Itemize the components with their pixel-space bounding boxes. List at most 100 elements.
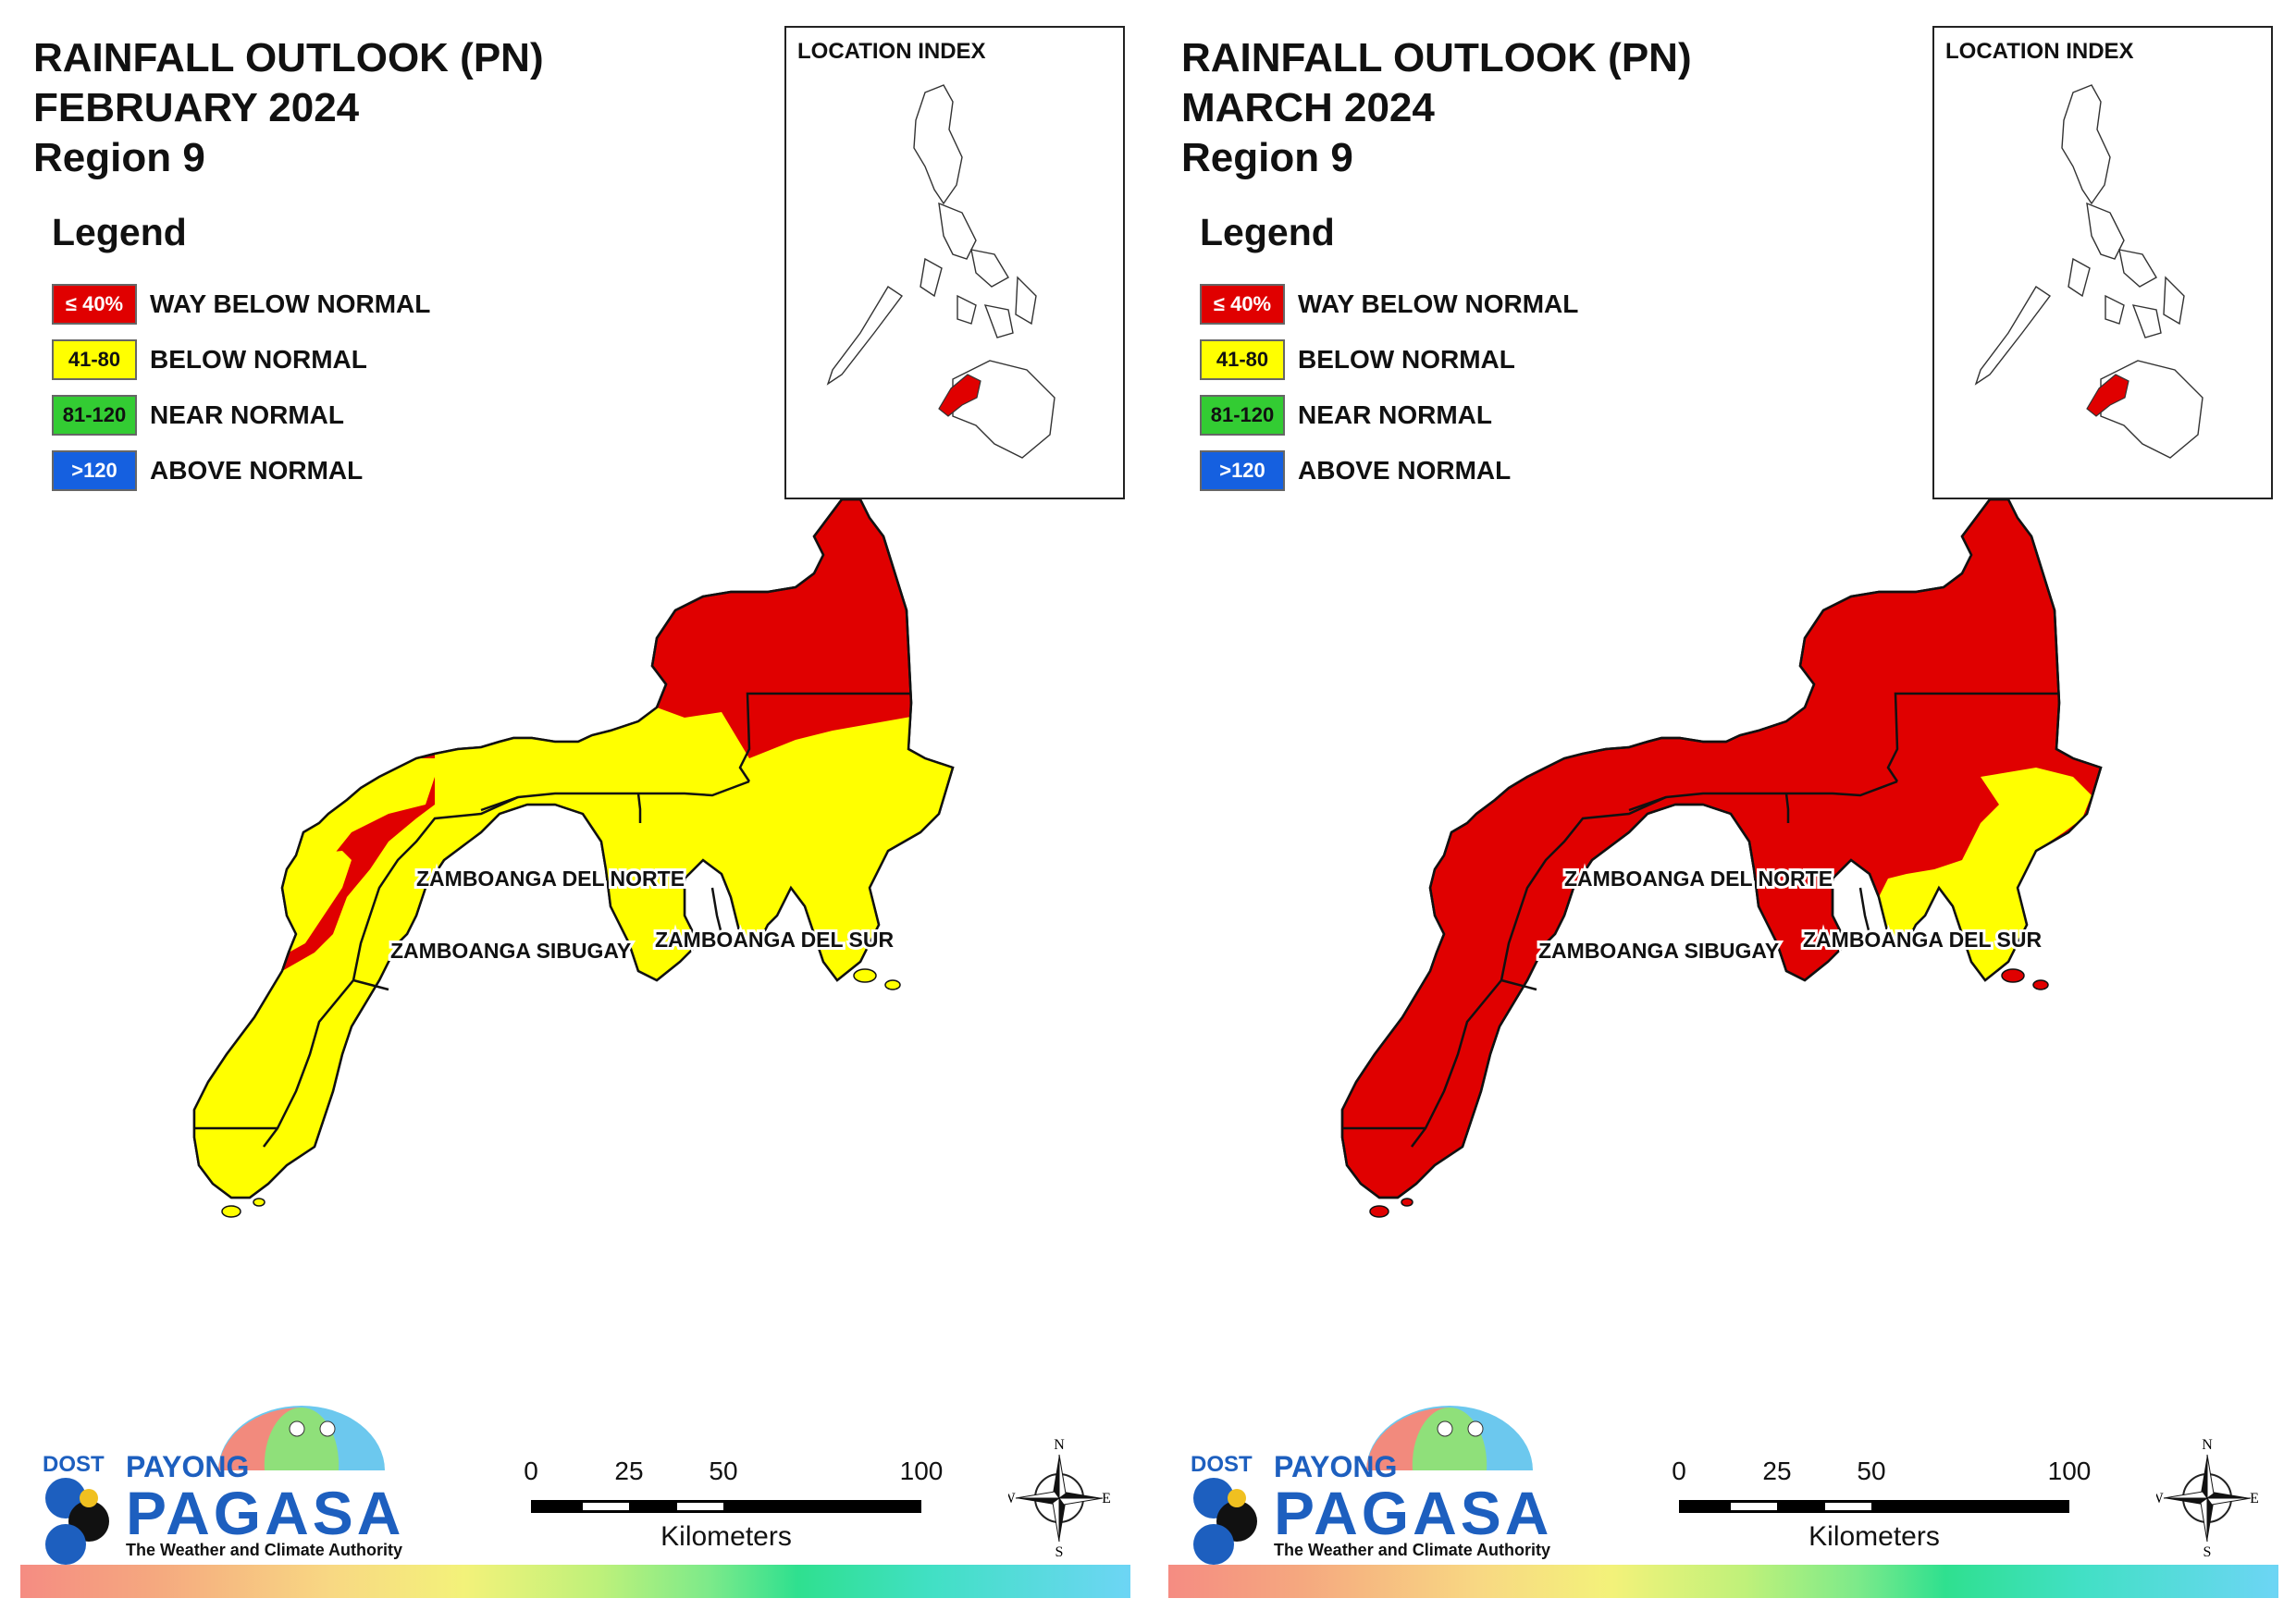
logo-payong-text: PAYONG <box>1274 1450 1398 1483</box>
compass-rose-icon: N S E W <box>2149 1437 2258 1560</box>
island <box>1401 1198 1413 1207</box>
province-label: ZAMBOANGA SIBUGAY <box>1538 939 1779 963</box>
legend-swatch: 81-120 <box>1200 395 1285 436</box>
compass-letter: E <box>2250 1491 2258 1506</box>
legend-swatch: >120 <box>1200 450 1285 491</box>
inset-title: LOCATION INDEX <box>797 39 986 64</box>
scale-tick-label: 0 <box>524 1457 538 1485</box>
legend: Legend ≤ 40% WAY BELOW NORMAL 41-80 BELOW N… <box>52 211 430 491</box>
legend-label: NEAR NORMAL <box>150 400 344 429</box>
scale-tick-label: 0 <box>1672 1457 1686 1485</box>
payong-pagasa-logo: DOST PAYONG PAGASA The Weather and Clima… <box>33 1387 402 1572</box>
outlook-panel-march: RAINFALL OUTLOOK (PN) MARCH 2024 Region … <box>1148 0 2296 1623</box>
island <box>853 968 877 983</box>
inset-title: LOCATION INDEX <box>1945 39 2134 64</box>
compass-letter: N <box>2202 1438 2213 1453</box>
scale-bar: 0 25 50 100 Kilometers <box>518 1457 943 1568</box>
legend-swatch: 41-80 <box>52 339 137 380</box>
legend-heading: Legend <box>52 211 187 253</box>
province-boundary <box>1500 978 1537 991</box>
legend-item: 81-120 NEAR NORMAL <box>52 394 344 436</box>
legend-item: ≤ 40% WAY BELOW NORMAL <box>1200 283 1578 326</box>
title-line-3: Region 9 <box>33 135 205 180</box>
compass-letter: W <box>2156 1491 2164 1506</box>
province-boundary <box>1628 780 1898 812</box>
legend-label: BELOW NORMAL <box>1298 345 1515 374</box>
scale-units: Kilometers <box>1808 1521 1940 1552</box>
legend-item: >120 ABOVE NORMAL <box>1200 449 1511 492</box>
location-index-inset: LOCATION INDEX <box>784 26 1125 499</box>
payong-pagasa-logo: DOST PAYONG PAGASA The Weather and Clima… <box>1181 1387 1550 1572</box>
region-9-map: ZAMBOANGA DEL NORTE ZAMBOANGA SIBUGAY ZAMB… <box>192 499 955 1218</box>
island <box>884 979 901 990</box>
scale-tick-label: 25 <box>1762 1457 1792 1485</box>
legend-heading: Legend <box>1200 211 1335 253</box>
rainfall-zone-below-normal <box>194 707 953 1198</box>
island <box>253 1198 265 1207</box>
island <box>221 1205 241 1218</box>
legend-item: >120 ABOVE NORMAL <box>52 449 363 492</box>
legend-label: BELOW NORMAL <box>150 345 367 374</box>
island <box>2032 979 2049 990</box>
province-boundary <box>1411 979 1502 1148</box>
compass-letter: E <box>1102 1491 1110 1506</box>
logo-dost-text: DOST <box>43 1452 105 1477</box>
outlook-panel-february: RAINFALL OUTLOOK (PN) FEBRUARY 2024 Regi… <box>20 26 1130 1598</box>
footer-color-strip <box>20 1565 1130 1598</box>
province-label: ZAMBOANGA SIBUGAY <box>390 939 631 963</box>
legend-swatch: 41-80 <box>1200 339 1285 380</box>
title-line-2: FEBRUARY 2024 <box>33 85 360 130</box>
umbrella-icon <box>45 1406 385 1565</box>
footer-color-strip <box>1168 1565 2278 1598</box>
province-label: ZAMBOANGA DEL NORTE <box>416 867 685 891</box>
philippines-locator-map <box>1974 84 2203 459</box>
legend-item: 41-80 BELOW NORMAL <box>1200 338 1515 381</box>
compass-letter: S <box>1055 1544 1064 1558</box>
legend-label: ABOVE NORMAL <box>150 456 364 485</box>
province-boundary <box>263 979 354 1148</box>
location-index-inset: LOCATION INDEX <box>1932 26 2273 499</box>
legend-label: WAY BELOW NORMAL <box>1298 289 1579 318</box>
philippines-locator-map <box>826 84 1055 459</box>
north-arrow: N S E W <box>2149 1437 2258 1560</box>
province-boundary <box>710 887 723 935</box>
scale-units: Kilometers <box>660 1521 792 1552</box>
scale-tick-label: 100 <box>2047 1457 2092 1485</box>
province-boundary <box>1858 887 1871 935</box>
region-outline <box>1340 499 2103 1199</box>
title-line-2: MARCH 2024 <box>1181 85 1435 130</box>
compass-rose-icon: N S E W <box>1001 1437 1110 1560</box>
island <box>2001 968 2025 983</box>
island <box>1369 1205 1389 1218</box>
legend-item: 41-80 BELOW NORMAL <box>52 338 367 381</box>
province-boundary <box>480 780 750 812</box>
province-boundary <box>352 978 389 991</box>
scale-tick-label: 50 <box>709 1457 738 1485</box>
province-boundary <box>1886 692 2059 782</box>
province-boundary <box>738 692 911 782</box>
legend-swatch: >120 <box>52 450 137 491</box>
province-boundary <box>1784 793 1790 823</box>
scale-tick-label: 50 <box>1857 1457 1886 1485</box>
logo-pagasa-text: PAGASA <box>1274 1479 1553 1547</box>
province-boundary <box>1500 795 1667 981</box>
province-label: ZAMBOANGA DEL SUR <box>655 928 895 952</box>
map-title: RAINFALL OUTLOOK (PN) MARCH 2024 Region … <box>1181 33 1692 183</box>
title-line-1: RAINFALL OUTLOOK (PN) <box>33 35 544 80</box>
compass-letter: S <box>2203 1544 2212 1558</box>
compass-letter: N <box>1054 1438 1065 1453</box>
rainfall-zone-below-normal <box>1879 768 2092 980</box>
legend-label: WAY BELOW NORMAL <box>150 289 431 318</box>
logo-tagline: The Weather and Climate Authority <box>1274 1541 1551 1559</box>
map-title: RAINFALL OUTLOOK (PN) FEBRUARY 2024 Regi… <box>33 33 544 183</box>
logo-tagline: The Weather and Climate Authority <box>126 1541 403 1559</box>
legend-label: ABOVE NORMAL <box>1298 456 1512 485</box>
title-line-3: Region 9 <box>1181 135 1353 180</box>
province-boundary <box>352 795 519 981</box>
scale-tick-label: 25 <box>614 1457 644 1485</box>
legend-swatch: 81-120 <box>52 395 137 436</box>
legend: Legend ≤ 40% WAY BELOW NORMAL 41-80 BELOW N… <box>1200 211 1578 491</box>
legend-item: ≤ 40% WAY BELOW NORMAL <box>52 283 430 326</box>
north-arrow: N S E W <box>1001 1437 1110 1560</box>
region-9-map: ZAMBOANGA DEL NORTE ZAMBOANGA SIBUGAY ZAMB… <box>1340 499 2103 1218</box>
